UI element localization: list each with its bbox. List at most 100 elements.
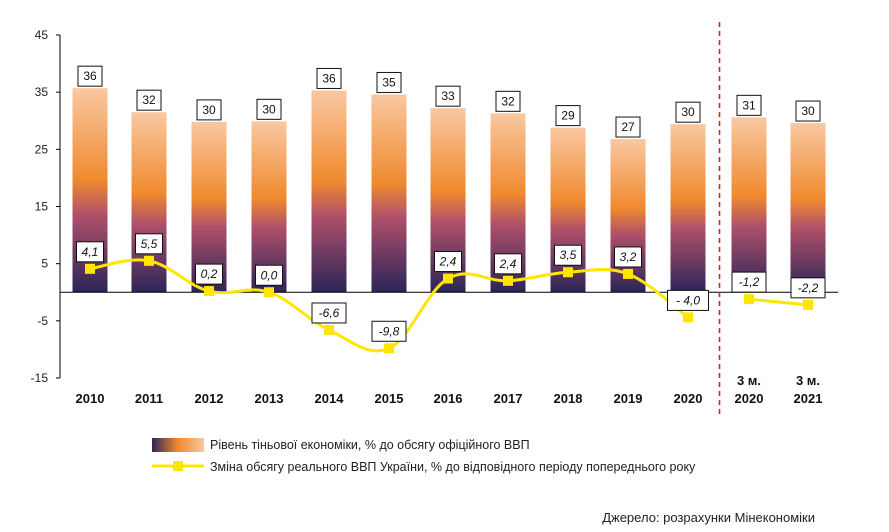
line-point: [623, 268, 633, 279]
bar-label-text: 30: [262, 102, 276, 116]
line-point: [503, 275, 513, 286]
line-point: [443, 273, 453, 284]
source-note: Джерело: розрахунки Мінекономіки: [602, 510, 815, 525]
bar-label-box: [675, 101, 701, 123]
bar: [670, 124, 706, 293]
x-category-label: 2015: [375, 391, 404, 406]
line-label-text: 2,4: [499, 257, 517, 271]
x-category-label: 3 м. 2020: [735, 373, 764, 406]
line-label-text: 5,5: [141, 237, 158, 251]
bar: [371, 94, 407, 293]
x-category-label: 3 м. 2021: [794, 373, 823, 406]
line-label-text: -6,6: [319, 306, 340, 320]
bar-label-text: 29: [561, 109, 575, 123]
line-label-box: [371, 320, 407, 342]
bar-label-box: [196, 99, 222, 121]
bar-value-label: 36: [316, 67, 342, 89]
bar-value-label: 32: [136, 89, 162, 111]
bar-label-text: 30: [681, 105, 695, 119]
line-value-label: 3,5: [554, 244, 582, 266]
line-label-box: [255, 264, 283, 286]
bar-label-text: 31: [742, 98, 756, 112]
bar-label-text: 27: [621, 120, 635, 134]
bar-label-text: 36: [83, 69, 97, 83]
bar-value-label: 29: [555, 105, 581, 127]
bar-label-box: [555, 105, 581, 127]
legend: Рівень тіньової економіки, % до обсягу о…: [152, 438, 696, 474]
line-label-box: [667, 289, 709, 311]
legend-line-marker: [173, 461, 183, 471]
line-value-label: 2,4: [434, 251, 462, 273]
bar-label-box: [316, 67, 342, 89]
bar-value-label: 30: [675, 101, 701, 123]
bar-value-label: 30: [196, 99, 222, 121]
line-point: [803, 299, 813, 310]
x-category-label: 2013: [255, 391, 284, 406]
line-value-label: 2,4: [494, 253, 522, 275]
line-point: [324, 324, 334, 335]
bar-label-text: 36: [322, 71, 336, 85]
bar-value-label: 30: [256, 98, 282, 120]
bar-label-box: [736, 94, 762, 116]
x-category-label: 2018: [554, 391, 583, 406]
bar-label-text: 32: [501, 94, 515, 108]
line-label-text: 3,2: [620, 250, 637, 264]
bar: [790, 123, 826, 293]
line-label-text: - 4,0: [676, 293, 700, 307]
line-value-label: -2,2: [790, 277, 826, 299]
legend-line-label: Зміна обсягу реального ВВП України, % до…: [210, 460, 696, 474]
bar-value-label: 33: [435, 85, 461, 107]
line-label-text: 4,1: [82, 245, 99, 259]
line-value-label: 0,2: [195, 263, 223, 285]
line-value-label: 3,2: [614, 246, 642, 268]
line-value-label: -9,8: [371, 320, 407, 342]
line-label-box: [76, 241, 104, 263]
x-category-label: 2016: [434, 391, 463, 406]
line-label-box: [614, 246, 642, 268]
line-quarterly: [748, 297, 809, 307]
line-value-label: 4,1: [76, 241, 104, 263]
x-category-label: 2020: [674, 391, 703, 406]
y-axis-ticks: 45 35 25 15 5 -5 -15: [31, 28, 60, 385]
line-label-text: -1,2: [739, 275, 760, 289]
line-label-box: [494, 253, 522, 275]
line-point: [683, 312, 693, 323]
bar-value-label: 32: [495, 90, 521, 112]
y-tick-label: 5: [41, 257, 48, 271]
line-label-text: 3,5: [560, 248, 577, 262]
line-label-box: [434, 251, 462, 273]
bar-label-text: 32: [142, 93, 156, 107]
line-value-label: -6,6: [311, 302, 347, 324]
y-tick-label: 25: [35, 142, 49, 156]
x-category-label: 2019: [614, 391, 643, 406]
line-value-label: 0,0: [255, 264, 283, 286]
x-category-label: 2012: [195, 391, 224, 406]
y-tick-label: 35: [35, 85, 49, 99]
line-point: [563, 267, 573, 278]
line-point: [264, 287, 274, 298]
line-series: [85, 255, 813, 354]
bar-label-text: 30: [801, 104, 815, 118]
bar-label-box: [795, 100, 821, 122]
line-point: [744, 294, 754, 305]
bar-label-box: [615, 116, 641, 138]
y-tick-label: 15: [35, 200, 49, 214]
line-label-box: [790, 277, 826, 299]
line-label-text: 0,0: [261, 268, 278, 282]
bar-label-box: [435, 85, 461, 107]
bar-label-box: [77, 65, 103, 87]
bar-value-label: 35: [376, 71, 402, 93]
line-point: [204, 286, 214, 297]
bar-label-box: [256, 98, 282, 120]
bar-label-text: 35: [382, 75, 396, 89]
line-value-label: -1,2: [731, 271, 767, 293]
x-category-label: 2014: [315, 391, 345, 406]
line-point: [384, 343, 394, 354]
line-point: [85, 263, 95, 274]
line-label-box: [311, 302, 347, 324]
line-value-label: 5,5: [135, 233, 163, 255]
bar: [311, 90, 347, 293]
line-label-text: 2,4: [439, 255, 457, 269]
bar-label-text: 33: [441, 89, 455, 103]
